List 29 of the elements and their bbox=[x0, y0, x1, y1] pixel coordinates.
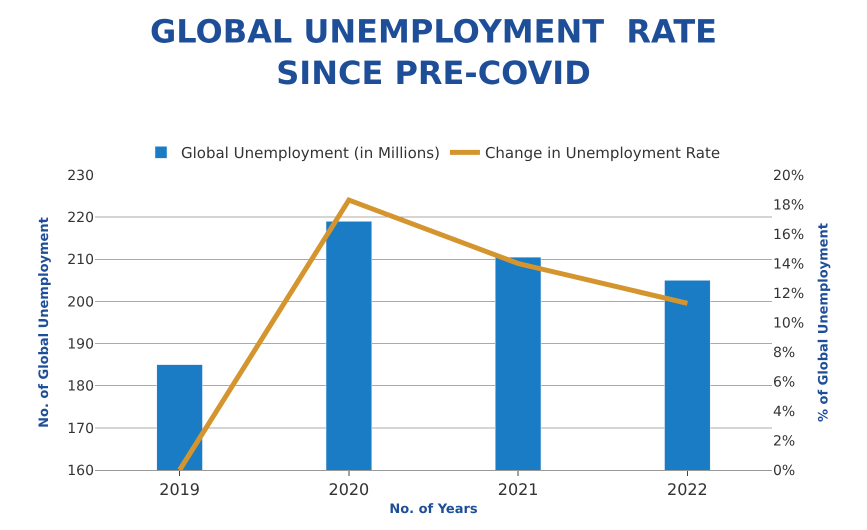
x-tick-label: 2022 bbox=[667, 480, 708, 500]
y-tick-label: 180 bbox=[67, 378, 94, 395]
x-tick-label: 2021 bbox=[498, 480, 538, 500]
y2-tick-label: 16% bbox=[773, 226, 804, 243]
y2-tick-label: 8% bbox=[773, 344, 796, 361]
y-tick-label: 230 bbox=[67, 168, 94, 184]
x-tick-label: 2020 bbox=[328, 480, 370, 500]
y2-axis-title: % of Global Unemployment bbox=[816, 223, 832, 422]
y-axis-title: No. of Global Unemployment bbox=[37, 217, 52, 428]
legend-label: Change in Unemployment Rate bbox=[484, 144, 720, 162]
y-tick-label: 190 bbox=[67, 336, 94, 352]
y2-tick-label: 10% bbox=[773, 315, 804, 332]
y-tick-label: 220 bbox=[67, 210, 94, 226]
y2-tick-label: 18% bbox=[773, 197, 804, 214]
y2-tick-label: 12% bbox=[773, 286, 804, 302]
y2-tick-label: 4% bbox=[773, 404, 796, 420]
y2-tick-label: 14% bbox=[773, 256, 804, 272]
y2-tick-label: 2% bbox=[773, 433, 796, 450]
x-axis-title: No. of Years bbox=[389, 502, 478, 517]
y2-tick-label: 20% bbox=[773, 168, 804, 184]
y-tick-label: 210 bbox=[67, 252, 94, 268]
x-tick-label: 2019 bbox=[159, 480, 200, 500]
y-tick-label: 160 bbox=[67, 462, 94, 479]
legend-label: Global Unemployment (in Millions) bbox=[181, 144, 440, 162]
chart-title: GLOBAL UNEMPLOYMENT RATE SINCE PRE-COVID bbox=[150, 12, 718, 92]
y-tick-label: 200 bbox=[67, 294, 94, 310]
y2-tick-label: 6% bbox=[773, 374, 796, 390]
y2-tick-label: 0% bbox=[773, 462, 796, 479]
y-tick-label: 170 bbox=[67, 420, 94, 437]
